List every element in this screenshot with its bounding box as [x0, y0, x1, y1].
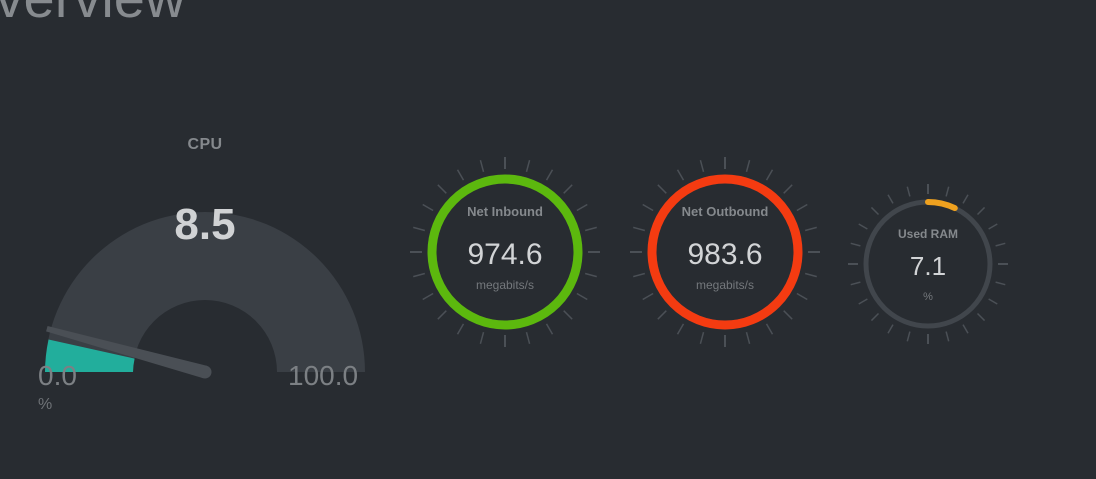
gauge-tick	[676, 323, 685, 335]
gauge-tick	[887, 324, 894, 334]
gauge-cpu[interactable]: CPU 8.5 0.0 % 100.0	[0, 120, 400, 420]
used-ram-unit: %	[923, 291, 933, 303]
used-ram-value: 7.1	[909, 251, 947, 281]
gauge-tick	[988, 223, 998, 230]
cpu-gauge-needle	[46, 326, 212, 379]
used-ram-gauge-svg	[848, 184, 1008, 344]
used-ram-title: Used RAM	[897, 227, 958, 241]
gauge-tick	[870, 312, 880, 322]
used-ram-ring-fill	[863, 199, 993, 329]
gauge-tick	[796, 203, 808, 212]
net-inbound-ticks	[410, 157, 600, 347]
gauge-tick	[870, 206, 880, 216]
gauge-tick	[962, 324, 969, 334]
gauge-used-ram[interactable]: Used RAM 7.1 %	[848, 178, 1008, 348]
gauge-tick	[906, 331, 911, 342]
cpu-gauge-unit-label: %	[38, 396, 53, 413]
page-title: Overview	[0, 0, 185, 28]
gauge-tick	[988, 298, 998, 305]
gauge-board: CPU 8.5 0.0 % 100.0 Net Inbound 974.6 me…	[0, 48, 1096, 479]
gauge-tick	[413, 226, 426, 232]
net-outbound-value: 983.6	[687, 238, 763, 271]
gauge-net-inbound[interactable]: Net Inbound 974.6 megabits/s	[406, 150, 604, 360]
used-ram-ticks	[848, 184, 1008, 344]
page-header: Overview	[0, 0, 1096, 34]
gauge-tick	[422, 292, 434, 301]
cpu-gauge-track	[45, 212, 365, 372]
gauge-tick	[456, 169, 465, 181]
gauge-tick	[525, 160, 531, 173]
gauge-tick	[437, 310, 447, 320]
gauge-tick	[745, 331, 751, 344]
gauge-tick	[633, 226, 646, 232]
gauge-tick	[699, 160, 705, 173]
cpu-gauge-svg	[45, 212, 365, 379]
gauge-tick	[804, 272, 817, 278]
gauge-tick	[563, 184, 573, 194]
gauge-tick	[796, 292, 808, 301]
gauge-tick	[995, 242, 1006, 247]
gauge-tick	[945, 186, 950, 197]
gauge-tick	[633, 272, 646, 278]
gauge-tick	[584, 272, 597, 278]
gauge-tick	[765, 323, 774, 335]
gauge-tick	[545, 323, 554, 335]
net-inbound-gauge-svg	[410, 157, 600, 347]
gauge-tick	[413, 272, 426, 278]
net-inbound-unit: megabits/s	[475, 278, 535, 292]
gauge-tick	[479, 331, 485, 344]
net-outbound-gauge-svg	[630, 157, 820, 347]
gauge-tick	[858, 298, 868, 305]
cpu-gauge-value: 8.5	[174, 200, 236, 249]
gauge-tick	[563, 310, 573, 320]
gauge-tick	[976, 206, 986, 216]
gauge-tick	[422, 203, 434, 212]
cpu-gauge-min-label: 0.0	[38, 360, 77, 391]
gauge-tick	[576, 203, 588, 212]
gauge-tick	[804, 226, 817, 232]
gauge-net-outbound[interactable]: Net Outbound 983.6 megabits/s	[626, 150, 824, 360]
gauge-tick	[765, 169, 774, 181]
gauge-tick	[456, 323, 465, 335]
gauge-tick	[657, 310, 667, 320]
cpu-gauge-title: CPU	[187, 136, 223, 153]
gauge-tick	[437, 184, 447, 194]
gauge-tick	[545, 169, 554, 181]
gauge-tick	[887, 194, 894, 204]
gauge-tick	[945, 331, 950, 342]
gauge-tick	[962, 194, 969, 204]
gauge-tick	[745, 160, 751, 173]
gauge-tick	[642, 203, 654, 212]
net-outbound-ring-fill	[647, 174, 803, 330]
gauge-tick	[676, 169, 685, 181]
gauge-tick	[642, 292, 654, 301]
net-inbound-value: 974.6	[467, 238, 543, 271]
net-outbound-unit: megabits/s	[695, 278, 755, 292]
net-outbound-ticks	[630, 157, 820, 347]
gauge-tick	[584, 226, 597, 232]
cpu-gauge-fill	[45, 339, 135, 372]
cpu-gauge-max-label: 100.0	[288, 360, 359, 391]
gauge-tick	[783, 310, 793, 320]
gauge-tick	[525, 331, 531, 344]
net-inbound-ring-fill	[427, 174, 583, 330]
gauge-tick	[858, 223, 868, 230]
net-inbound-title: Net Inbound	[467, 204, 543, 219]
net-outbound-title: Net Outbound	[681, 204, 769, 219]
gauge-tick	[995, 281, 1006, 286]
gauge-tick	[576, 292, 588, 301]
gauge-tick	[850, 242, 861, 247]
gauge-tick	[850, 281, 861, 286]
gauge-tick	[976, 312, 986, 322]
gauge-tick	[783, 184, 793, 194]
gauge-tick	[699, 331, 705, 344]
gauge-tick	[657, 184, 667, 194]
gauge-tick	[479, 160, 485, 173]
gauge-tick	[906, 186, 911, 197]
